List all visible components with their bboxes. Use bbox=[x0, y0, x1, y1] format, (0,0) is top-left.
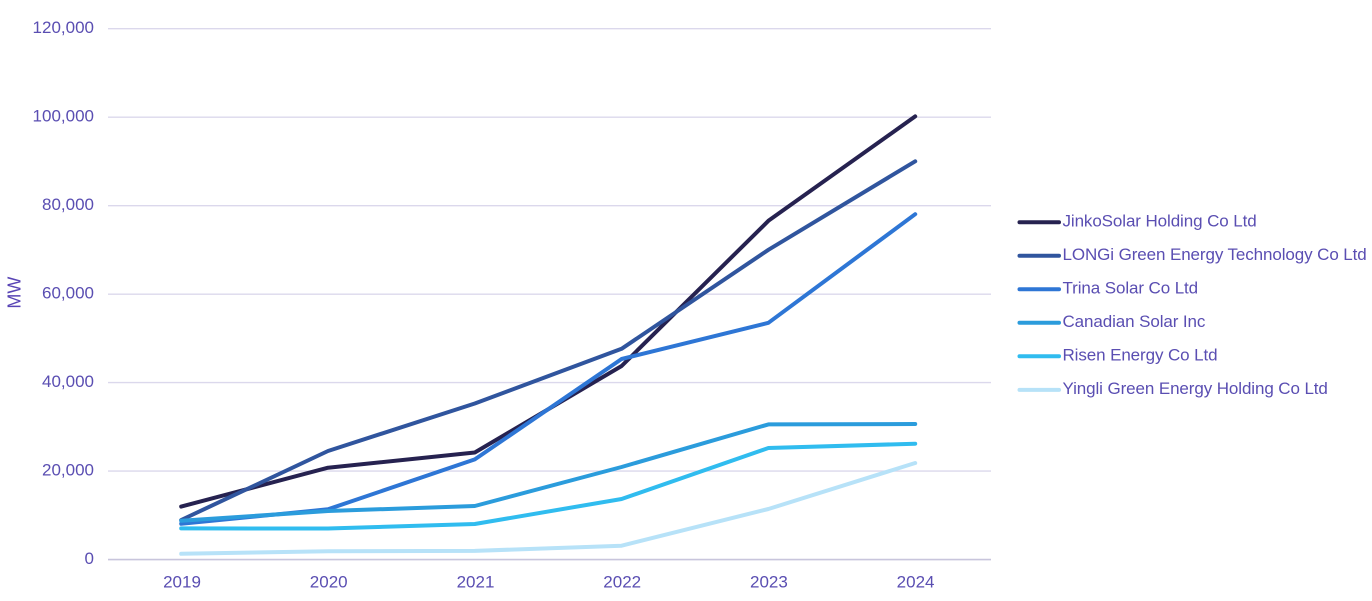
svg-text:Risen Energy Co Ltd: Risen Energy Co Ltd bbox=[1063, 346, 1218, 365]
svg-text:2020: 2020 bbox=[310, 573, 348, 592]
svg-text:60,000: 60,000 bbox=[42, 283, 94, 302]
svg-text:2021: 2021 bbox=[457, 573, 495, 592]
svg-text:LONGi Green Energy Technology: LONGi Green Energy Technology Co Ltd bbox=[1063, 245, 1367, 264]
svg-text:Canadian Solar Inc: Canadian Solar Inc bbox=[1063, 312, 1206, 331]
svg-text:100,000: 100,000 bbox=[33, 106, 94, 125]
svg-text:20,000: 20,000 bbox=[42, 460, 94, 479]
svg-text:2023: 2023 bbox=[750, 573, 788, 592]
svg-text:Yingli Green Energy Holding Co: Yingli Green Energy Holding Co Ltd bbox=[1063, 379, 1328, 398]
svg-text:80,000: 80,000 bbox=[42, 195, 94, 214]
svg-text:0: 0 bbox=[85, 549, 94, 568]
svg-text:2024: 2024 bbox=[897, 573, 935, 592]
svg-text:120,000: 120,000 bbox=[33, 18, 94, 37]
svg-text:Trina Solar Co Ltd: Trina Solar Co Ltd bbox=[1063, 279, 1199, 298]
svg-text:2019: 2019 bbox=[163, 573, 201, 592]
svg-text:JinkoSolar Holding Co Ltd: JinkoSolar Holding Co Ltd bbox=[1063, 212, 1257, 231]
svg-text:MW: MW bbox=[5, 277, 25, 309]
svg-text:2022: 2022 bbox=[603, 573, 641, 592]
svg-text:40,000: 40,000 bbox=[42, 372, 94, 391]
